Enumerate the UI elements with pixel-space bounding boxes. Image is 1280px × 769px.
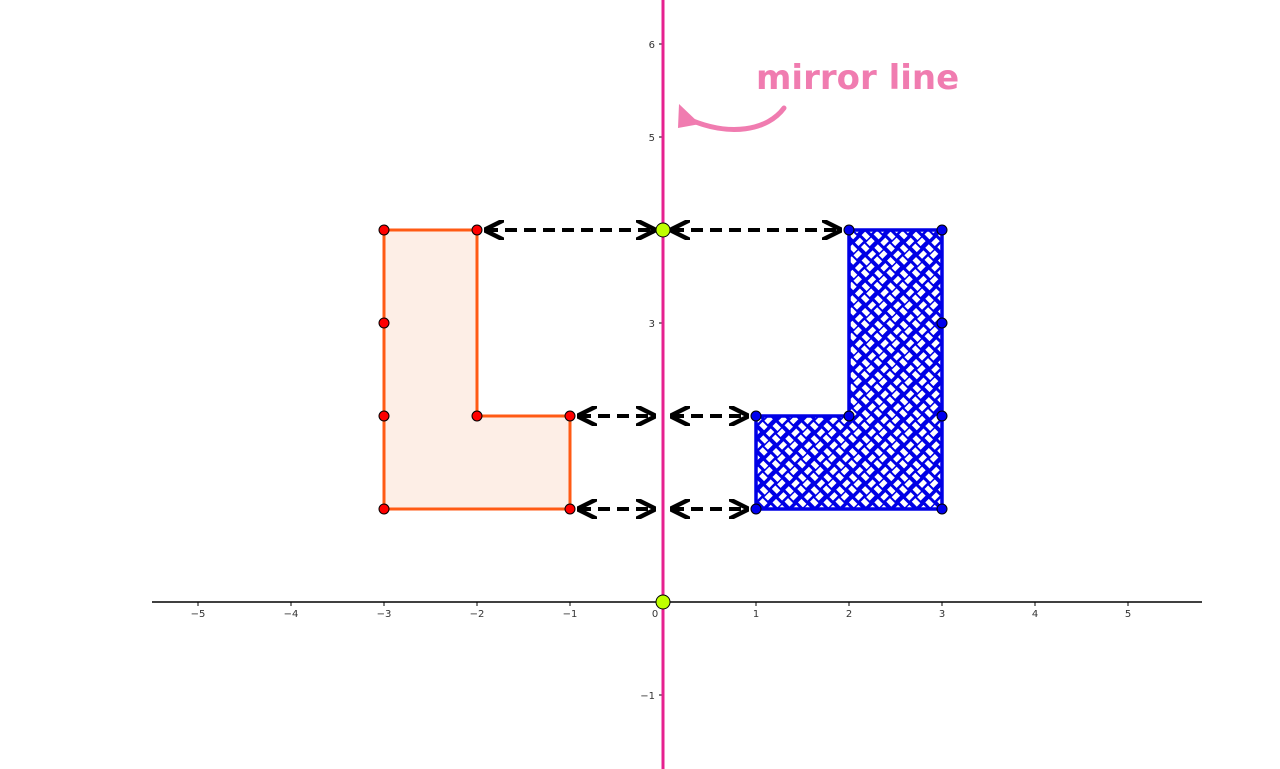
reflected-vertex-point [936, 410, 948, 422]
reflected-vertex-point [750, 503, 762, 515]
x-axis-ticks: −5 −4 −3 −2 −1 0 1 2 3 4 5 [191, 602, 1131, 620]
y-tick-label: 6 [649, 40, 655, 51]
x-tick-label: −3 [377, 609, 392, 620]
original-vertex-point [378, 317, 390, 329]
vertex-points [378, 222, 948, 610]
x-tick-label: 1 [753, 609, 759, 620]
x-tick-label: −5 [191, 609, 206, 620]
x-tick-label: −1 [563, 609, 578, 620]
reflected-vertex-point [843, 224, 855, 236]
original-vertex-point [378, 410, 390, 422]
mirror-point [655, 222, 671, 238]
reflected-vertex-point [750, 410, 762, 422]
annotation-arrowhead-icon [678, 104, 700, 128]
mirror-line-annotation: mirror line [678, 58, 959, 132]
x-tick-label: 4 [1032, 609, 1038, 620]
axes: −5 −4 −3 −2 −1 0 1 2 3 4 5 −1 3 4 5 6 [152, 40, 1202, 702]
reflected-l-shape [754, 228, 944, 511]
original-vertex-point [378, 503, 390, 515]
original-vertex-point [564, 503, 576, 515]
reflected-vertex-point [936, 503, 948, 515]
y-tick-label: 5 [649, 133, 655, 144]
original-vertex-point [378, 224, 390, 236]
distance-arrows [486, 230, 840, 509]
x-tick-label: 2 [846, 609, 852, 620]
annotation-arrow-icon [683, 105, 787, 132]
original-l-shape [382, 228, 572, 511]
y-tick-label: −1 [640, 691, 655, 702]
x-tick-label: −2 [470, 609, 485, 620]
original-vertex-point [471, 224, 483, 236]
x-tick-label: 3 [939, 609, 945, 620]
original-vertex-point [564, 410, 576, 422]
reflected-vertex-point [936, 317, 948, 329]
reflected-vertex-point [936, 224, 948, 236]
x-tick-label: 0 [652, 609, 658, 620]
y-tick-label: 3 [649, 319, 655, 330]
x-tick-label: −4 [284, 609, 299, 620]
mirror-line-label: mirror line [756, 58, 959, 98]
x-tick-label: 5 [1125, 609, 1131, 620]
mirror-point [655, 594, 671, 610]
original-vertex-point [471, 410, 483, 422]
reflected-vertex-point [843, 410, 855, 422]
